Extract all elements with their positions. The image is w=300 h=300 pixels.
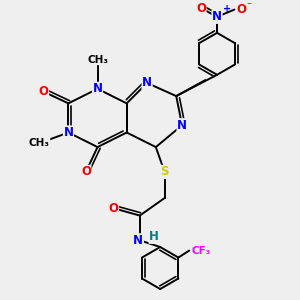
Text: N: N (142, 76, 152, 89)
Text: O: O (81, 165, 91, 178)
Text: S: S (160, 165, 169, 178)
Text: CH₃: CH₃ (29, 138, 50, 148)
Text: O: O (196, 2, 206, 15)
Text: CH₃: CH₃ (87, 55, 108, 65)
Text: N: N (212, 10, 222, 23)
Text: N: N (92, 82, 103, 95)
Text: N: N (177, 119, 187, 132)
Text: ⁻: ⁻ (247, 2, 252, 12)
Text: N: N (63, 126, 74, 139)
Text: N: N (133, 234, 143, 247)
Text: O: O (109, 202, 118, 215)
Text: H: H (149, 230, 159, 243)
Text: O: O (236, 3, 246, 16)
Text: CF₃: CF₃ (192, 245, 211, 256)
Text: O: O (39, 85, 49, 98)
Text: +: + (224, 4, 232, 14)
